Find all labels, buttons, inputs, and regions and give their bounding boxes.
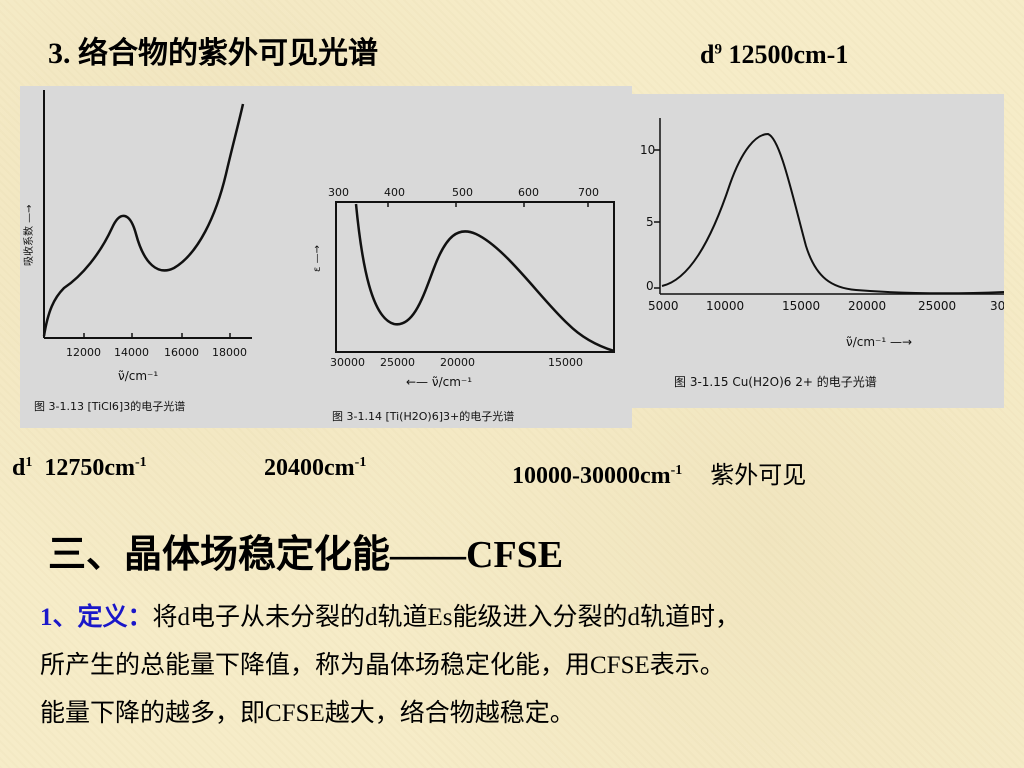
fig2-xtick-0: 30000 bbox=[330, 356, 365, 369]
fig3-xtick-1: 10000 bbox=[706, 299, 744, 313]
d1-label: d bbox=[12, 455, 26, 481]
fig1-xtick-0: 12000 bbox=[66, 346, 101, 359]
fig2-top-tick-1: 400 bbox=[384, 186, 405, 199]
fig2-caption: 图 3-1.14 [Ti(H2O)6]3+的电子光谱 bbox=[332, 409, 514, 423]
fig3-xtick-2: 15000 bbox=[782, 299, 820, 313]
fig3-xtick-4: 25000 bbox=[918, 299, 956, 313]
range-annotation: 10000-30000cm-1 紫外可见 bbox=[512, 455, 806, 490]
definition-block: 1、定义：将d电子从未分裂的d轨道Es能级进入分裂的d轨道时， 所产生的总能量下… bbox=[40, 594, 1000, 738]
fig1-xtick-1: 14000 bbox=[114, 346, 149, 359]
fig1-xtick-3: 18000 bbox=[212, 346, 247, 359]
fig3-ytick-0: 10 bbox=[640, 143, 655, 157]
section-title: 三、晶体场稳定化能——CFSE bbox=[48, 534, 564, 576]
d9-annotation: d9 12500cm-1 bbox=[700, 40, 848, 70]
spectra-figures-1-2: 吸收系数 —→ 12000 14000 16000 18000 ν̃/cm⁻¹ … bbox=[22, 90, 615, 423]
spectra-panel-left: 吸收系数 —→ 12000 14000 16000 18000 ν̃/cm⁻¹ … bbox=[20, 86, 632, 428]
definition-line-3: 能量下降的越多，即CFSE越大，络合物越稳定。 bbox=[40, 700, 575, 727]
spectra-panel-right: 10 5 0 5000 10000 15000 20000 25000 30 ν… bbox=[616, 94, 1004, 408]
peak-20400-annotation: 20400cm-1 bbox=[264, 455, 366, 482]
fig2-top-tick-4: 700 bbox=[578, 186, 599, 199]
fig3-xtick-5: 30 bbox=[990, 299, 1004, 313]
d1-unit-sup: -1 bbox=[135, 455, 147, 470]
fig1-curve bbox=[42, 103, 245, 337]
fig2-top-tick-3: 600 bbox=[518, 186, 539, 199]
fig2-top-tick-0: 300 bbox=[328, 186, 349, 199]
fig2-xlabel: ←— ν̃/cm⁻¹ bbox=[406, 375, 472, 389]
definition-line-1-text: 将d电子从未分裂的d轨道Es能级进入分裂的d轨道时， bbox=[152, 604, 741, 631]
fig3-ytick-1: 5 bbox=[646, 215, 654, 229]
definition-line-2: 所产生的总能量下降值，称为晶体场稳定化能，用CFSE表示。 bbox=[40, 652, 725, 679]
d9-superscript: 9 bbox=[714, 41, 722, 58]
fig2-xtick-3: 15000 bbox=[548, 356, 583, 369]
figure-cu-h2o-spectrum: 10 5 0 5000 10000 15000 20000 25000 30 ν… bbox=[640, 118, 1004, 389]
d9-value: 12500cm-1 bbox=[728, 40, 849, 69]
d1-superscript: 1 bbox=[25, 455, 33, 470]
fig2-ylabel: ε —→ bbox=[312, 245, 323, 272]
figure-ti-h2o-spectrum: 300 400 500 600 700 ε —→ 30000 25000 200… bbox=[312, 186, 615, 423]
fig3-xlabel: ν̃/cm⁻¹ —→ bbox=[846, 335, 912, 349]
fig1-xlabel: ν̃/cm⁻¹ bbox=[118, 369, 158, 383]
fig3-xtick-3: 20000 bbox=[848, 299, 886, 313]
d9-label: d bbox=[700, 40, 715, 69]
fig1-ylabel: 吸收系数 —→ bbox=[22, 204, 35, 266]
peak-20400-unit-sup: -1 bbox=[354, 455, 367, 470]
fig2-top-tick-2: 500 bbox=[452, 186, 473, 199]
fig1-caption: 图 3-1.13 [TiCl6]3的电子光谱 bbox=[34, 399, 185, 413]
definition-line-1: 1、定义：将d电子从未分裂的d轨道Es能级进入分裂的d轨道时， bbox=[40, 594, 1000, 642]
fig3-curve bbox=[661, 132, 1004, 295]
d1-annotation: d1 12750cm-1 bbox=[12, 455, 147, 482]
fig1-xtick-2: 16000 bbox=[164, 346, 199, 359]
fig3-caption: 图 3-1.15 Cu(H2O)6 2+ 的电子光谱 bbox=[674, 374, 877, 389]
fig2-curve bbox=[354, 203, 615, 353]
fig3-ytick-2: 0 bbox=[646, 279, 654, 293]
fig2-xtick-2: 20000 bbox=[440, 356, 475, 369]
definition-label: 1、定义： bbox=[40, 604, 153, 631]
peak-20400-value: 20400cm bbox=[264, 455, 355, 481]
figure-ticl6-spectrum: 吸收系数 —→ 12000 14000 16000 18000 ν̃/cm⁻¹ … bbox=[22, 90, 252, 413]
range-value: 10000-30000cm bbox=[512, 463, 671, 489]
fig2-xtick-1: 25000 bbox=[380, 356, 415, 369]
slide-heading: 3. 络合物的紫外可见光谱 bbox=[48, 37, 378, 70]
d1-value: 12750cm bbox=[44, 455, 136, 481]
range-unit-sup: -1 bbox=[670, 463, 683, 478]
fig2-frame bbox=[335, 201, 615, 353]
fig3-xtick-0: 5000 bbox=[648, 299, 679, 313]
region-label: 紫外可见 bbox=[710, 463, 807, 489]
spectra-figure-3: 10 5 0 5000 10000 15000 20000 25000 30 ν… bbox=[640, 118, 1004, 389]
